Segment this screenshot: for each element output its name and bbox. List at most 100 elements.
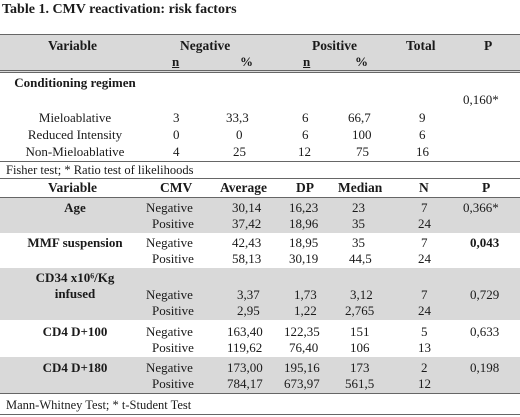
- cell-pos-n: 6: [302, 110, 309, 125]
- col-variable: Variable: [48, 38, 98, 53]
- cell-total: 6: [419, 127, 426, 142]
- col-p: P: [482, 180, 491, 195]
- cell-average: 42,43: [232, 235, 262, 250]
- cell-dp: 30,19: [289, 251, 319, 266]
- cell-pos-pct: 75: [356, 144, 369, 159]
- cell-dp: 18,95: [289, 235, 319, 250]
- cell-median: 3,12: [350, 287, 373, 302]
- section-p-value: 0,160*: [463, 92, 499, 107]
- col-neg-n: n: [172, 54, 180, 69]
- cell-total: 16: [416, 144, 429, 159]
- band-cd4-180: [0, 357, 520, 393]
- rule-table2-bottom: [0, 393, 520, 394]
- cmv-group: Positive: [152, 376, 194, 391]
- p-value: 0,198: [470, 360, 500, 375]
- cell-dp: 1,73: [294, 287, 317, 302]
- col-n: N: [419, 180, 429, 195]
- cmv-group: Negative: [146, 235, 193, 250]
- header-band: [0, 34, 520, 72]
- cell-dp: 673,97: [284, 376, 320, 391]
- p-value: 0,366*: [463, 200, 499, 215]
- variable-label: CD4 D+100: [42, 324, 108, 339]
- cell-median: 106: [350, 340, 370, 355]
- cell-dp: 16,23: [289, 200, 319, 215]
- variable-label: MMF suspension: [27, 235, 123, 250]
- cell-n: 7: [421, 287, 428, 302]
- col-dp: DP: [296, 180, 314, 195]
- col-cmv: CMV: [160, 180, 193, 195]
- cell-dp: 76,40: [289, 340, 319, 355]
- p-value: 0,043: [470, 235, 500, 250]
- cell-median: 173: [350, 360, 370, 375]
- cell-dp: 1,22: [294, 303, 317, 318]
- band-age: [0, 197, 520, 233]
- col-total: Total: [406, 38, 436, 53]
- cmv-group: Positive: [152, 340, 194, 355]
- cell-median: 151: [350, 324, 370, 339]
- cell-average: 37,42: [232, 216, 262, 231]
- cell-dp: 195,16: [284, 360, 320, 375]
- rule-table2-header: [0, 197, 520, 198]
- col-positive: Positive: [312, 38, 357, 53]
- cell-neg-n: 4: [173, 144, 180, 159]
- variable-label: Age: [64, 200, 86, 215]
- cmv-group: Negative: [146, 324, 193, 339]
- rule-table1-bottom: [0, 161, 520, 162]
- row-label: Mieloablative: [38, 110, 112, 125]
- row-label: Reduced Intensity: [27, 127, 123, 142]
- col-neg-pct: %: [240, 54, 253, 69]
- cell-average: 119,62: [227, 340, 263, 355]
- col-median: Median: [338, 180, 383, 195]
- section-label: Conditioning regimen: [14, 75, 136, 90]
- footnote-table1: Fisher test; * Ratio test of likelihoods: [6, 163, 194, 177]
- col-p: P: [484, 38, 493, 53]
- cell-pos-pct: 100: [352, 127, 372, 142]
- cell-neg-n: 0: [173, 127, 180, 142]
- cell-n: 24: [418, 251, 431, 266]
- cell-n: 12: [418, 376, 431, 391]
- cell-median: 561,5: [345, 376, 375, 391]
- rule-bottom: [0, 414, 520, 415]
- cell-neg-n: 3: [173, 110, 180, 125]
- cell-dp: 122,35: [284, 324, 320, 339]
- rule-footnote1: [0, 178, 520, 179]
- cell-neg-pct: 33,3: [226, 110, 249, 125]
- cell-total: 9: [419, 110, 426, 125]
- cell-average: 58,13: [232, 251, 262, 266]
- cmv-group: Negative: [146, 360, 193, 375]
- cell-average: 784,17: [227, 376, 263, 391]
- rule-double-a: [0, 70, 520, 71]
- cell-average: 3,37: [237, 287, 260, 302]
- cell-neg-pct: 25: [233, 144, 246, 159]
- cell-n: 7: [421, 200, 428, 215]
- col-pos-pct: %: [355, 54, 368, 69]
- rule-double-b: [0, 72, 520, 73]
- cell-pos-pct: 66,7: [348, 110, 371, 125]
- variable-label: CD34 x10⁶/Kg: [35, 270, 115, 285]
- cell-average: 30,14: [232, 200, 262, 215]
- cmv-group: Negative: [146, 287, 193, 302]
- cell-pos-n: 12: [298, 144, 311, 159]
- table-title: Table 1. CMV reactivation: risk factors: [2, 2, 237, 17]
- cell-pos-n: 6: [302, 127, 309, 142]
- cmv-group: Positive: [152, 216, 194, 231]
- col-pos-n: n: [303, 54, 311, 69]
- cell-n: 7: [421, 235, 428, 250]
- cell-n: 5: [421, 324, 428, 339]
- variable-label-continued: infused: [54, 286, 96, 301]
- cell-average: 2,95: [237, 303, 260, 318]
- cmv-group: Negative: [146, 200, 193, 215]
- row-label: Non-Mieloablative: [25, 144, 125, 159]
- cmv-group: Positive: [152, 251, 194, 266]
- col-average: Average: [220, 180, 267, 195]
- p-value: 0,729: [470, 287, 500, 302]
- cell-median: 2,765: [345, 303, 375, 318]
- cell-n: 13: [418, 340, 431, 355]
- p-value: 0,633: [470, 324, 500, 339]
- cell-median: 23: [352, 200, 365, 215]
- cell-n: 24: [418, 216, 431, 231]
- band-cd34: [0, 268, 520, 320]
- cell-average: 163,40: [227, 324, 263, 339]
- cell-neg-pct: 0: [236, 127, 243, 142]
- cmv-group: Positive: [152, 303, 194, 318]
